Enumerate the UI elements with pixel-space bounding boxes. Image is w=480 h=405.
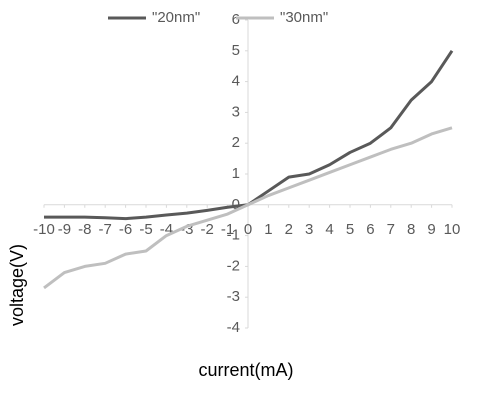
x-tick-label: -6 [119,221,132,238]
legend-label: "20nm" [152,9,200,26]
y-tick-label: -4 [227,319,240,336]
x-tick-label: 6 [366,221,374,238]
y-tick-label: 1 [232,165,240,182]
x-tick-label: -8 [78,221,91,238]
x-tick-label: -9 [58,221,71,238]
x-tick-label: 5 [346,221,354,238]
y-tick-label: -2 [227,257,240,274]
x-tick-label: -10 [33,221,55,238]
y-tick-label: -3 [227,288,240,305]
x-tick-label: 1 [264,221,272,238]
y-tick-label: -1 [227,227,240,244]
x-tick-label: -5 [139,221,152,238]
y-tick-label: 2 [232,134,240,151]
series-line [43,126,453,290]
y-tick-label: 3 [232,103,240,120]
x-tick-label: 10 [444,221,461,238]
x-tick-label: 3 [305,221,313,238]
x-tick-label: 8 [407,221,415,238]
x-tick-label: 4 [325,221,333,238]
x-axis-label: current(mA) [198,360,293,380]
y-tick-label: 4 [232,73,240,90]
y-tick-label: 6 [232,11,240,28]
x-tick-label: -2 [201,221,214,238]
x-tick-label: -1 [221,221,234,238]
x-tick-label: 9 [427,221,435,238]
x-tick-label: 2 [285,221,293,238]
x-tick-label: 7 [387,221,395,238]
x-tick-label: -7 [99,221,112,238]
legend-label: "30nm" [280,9,328,26]
y-axis-label: voltage(V) [7,244,27,326]
x-tick-label: 0 [244,221,252,238]
y-tick-label: 0 [232,196,240,213]
y-tick-label: 5 [232,42,240,59]
